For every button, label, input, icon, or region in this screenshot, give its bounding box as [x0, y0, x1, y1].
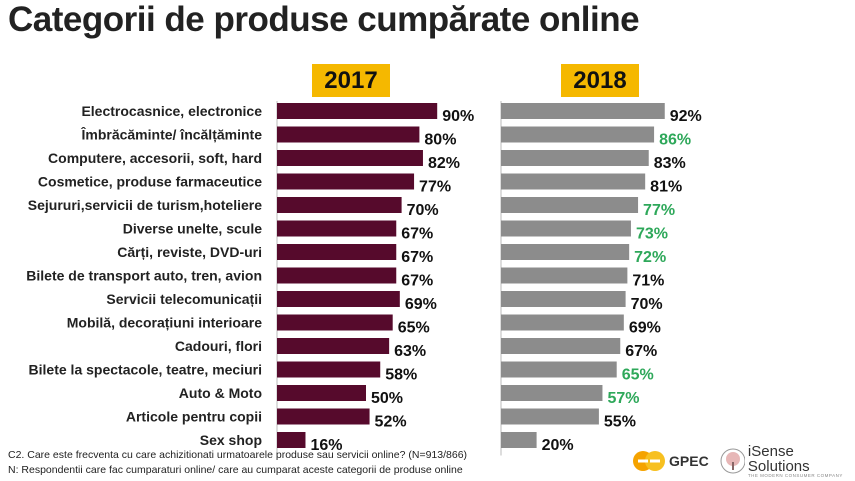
data-label-2017: 63%	[394, 343, 426, 360]
bar-2017	[277, 126, 420, 143]
bar-2018	[501, 103, 665, 119]
bar-2017	[277, 338, 390, 354]
data-label-2017: 90%	[442, 108, 474, 125]
bar-2017	[277, 385, 366, 401]
category-label: Mobilă, decorațiuni interioare	[67, 315, 262, 331]
category-label: Computere, accesorii, soft, hard	[48, 150, 262, 166]
isense-tree-icon	[720, 448, 745, 474]
bar-2018	[501, 220, 631, 237]
bar-2017	[277, 220, 397, 237]
data-label-2017: 58%	[385, 367, 417, 384]
data-label-2018: 77%	[643, 202, 675, 219]
data-label-2017: 65%	[398, 320, 430, 337]
isense-logo: iSense Solutions THE MODERN CONSUMER COM…	[720, 442, 855, 477]
bar-2018	[501, 338, 621, 354]
bar-2018	[501, 314, 624, 331]
data-label-2018: 83%	[654, 155, 686, 172]
data-label-2018: 70%	[631, 296, 663, 313]
bar-2017	[277, 244, 397, 260]
data-label-2018: 67%	[625, 343, 657, 360]
bar-2018	[501, 267, 628, 284]
category-label: Servicii telecomunicații	[106, 291, 262, 307]
data-label-2017: 16%	[310, 437, 342, 454]
bar-2018	[501, 361, 617, 378]
bar-2018	[501, 432, 537, 448]
category-label: Auto & Moto	[179, 385, 262, 401]
data-label-2017: 67%	[401, 249, 433, 266]
category-label: Sex shop	[200, 432, 262, 448]
data-label-2018: 72%	[634, 249, 666, 266]
category-label: Cosmetice, produse farmaceutice	[38, 174, 262, 190]
data-label-2017: 82%	[428, 155, 460, 172]
data-label-2017: 67%	[401, 273, 433, 290]
gpec-logo-icon	[633, 451, 665, 471]
data-label-2017: 70%	[407, 202, 439, 219]
bar-2017	[277, 432, 306, 448]
data-label-2018: 69%	[629, 320, 661, 337]
bar-2018	[501, 408, 599, 425]
footnote-base: N: Respondentii care fac cumparaturi onl…	[8, 464, 463, 476]
category-label: Bilete la spectacole, teatre, meciuri	[29, 362, 262, 378]
data-label-2018: 65%	[622, 367, 654, 384]
category-label: Articole pentru copii	[126, 409, 262, 425]
category-label: Diverse unelte, scule	[123, 221, 263, 237]
bar-2018	[501, 126, 655, 143]
bar-2017	[277, 267, 397, 284]
gpec-logo-text: GPEC	[669, 453, 709, 469]
data-label-2017: 69%	[405, 296, 437, 313]
data-label-2018: 92%	[670, 108, 702, 125]
data-label-2018: 55%	[604, 414, 636, 431]
bar-2018	[501, 244, 630, 260]
bar-2017	[277, 361, 381, 378]
bar-2018	[501, 197, 639, 213]
bar-2018	[501, 173, 646, 190]
bar-2017	[277, 103, 438, 119]
category-label: Îmbrăcăminte/ încălțăminte	[80, 126, 262, 143]
data-label-2018: 71%	[632, 273, 664, 290]
bar-2017	[277, 173, 415, 190]
category-label: Cărți, reviste, DVD-uri	[117, 244, 262, 260]
bar-2017	[277, 408, 370, 425]
category-label: Cadouri, flori	[175, 338, 262, 354]
bar-2017	[277, 150, 423, 166]
category-label: Electrocasnice, electronice	[81, 103, 262, 119]
data-label-2018: 86%	[659, 132, 691, 149]
data-label-2017: 77%	[419, 179, 451, 196]
data-label-2018: 57%	[607, 390, 639, 407]
year-label-2017: 2017	[312, 64, 390, 97]
bar-2017	[277, 314, 393, 331]
data-label-2017: 50%	[371, 390, 403, 407]
bar-2017	[277, 291, 400, 307]
data-label-2018: 20%	[542, 437, 574, 454]
year-label-2018: 2018	[561, 64, 639, 97]
slide-title: Categorii de produse cumpărate online	[8, 0, 640, 39]
data-label-2017: 67%	[401, 226, 433, 243]
data-label-2018: 73%	[636, 226, 668, 243]
data-label-2018: 81%	[650, 179, 682, 196]
data-label-2017: 52%	[375, 414, 407, 431]
footnote-question: C2. Care este frecventa cu care achiziti…	[8, 449, 468, 461]
bar-2018	[501, 150, 649, 166]
category-label: Sejururi,servicii de turism,hoteliere	[28, 197, 262, 213]
bar-2018	[501, 385, 603, 401]
bar-2018	[501, 291, 626, 307]
category-label: Bilete de transport auto, tren, avion	[26, 268, 262, 284]
bar-2017	[277, 197, 402, 213]
data-label-2017: 80%	[424, 132, 456, 149]
isense-logo-text: iSense Solutions	[747, 442, 810, 475]
isense-tagline: THE MODERN CONSUMER COMPANY	[747, 472, 843, 478]
gpec-logo: GPEC	[632, 447, 709, 475]
